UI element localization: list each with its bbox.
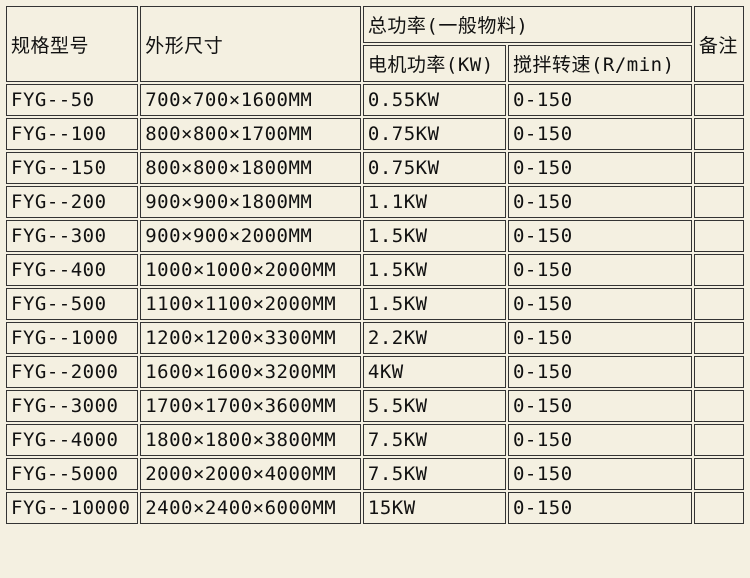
- table-row: FYG--20001600×1600×3200MM4KW0-150: [6, 356, 744, 388]
- cell-power: 2.2KW: [363, 322, 506, 354]
- table-row: FYG--100800×800×1700MM0.75KW0-150: [6, 118, 744, 150]
- cell-dim: 1800×1800×3800MM: [140, 424, 361, 456]
- cell-dim: 1000×1000×2000MM: [140, 254, 361, 286]
- spec-table: 规格型号 外形尺寸 总功率(一般物料) 备注 电机功率(KW) 搅拌转速(R/m…: [4, 4, 746, 526]
- cell-model: FYG--100: [6, 118, 138, 150]
- cell-speed: 0-150: [508, 390, 692, 422]
- table-header: 规格型号 外形尺寸 总功率(一般物料) 备注 电机功率(KW) 搅拌转速(R/m…: [6, 6, 744, 82]
- cell-speed: 0-150: [508, 492, 692, 524]
- cell-dim: 700×700×1600MM: [140, 84, 361, 116]
- cell-dim: 1100×1100×2000MM: [140, 288, 361, 320]
- col-header-power: 电机功率(KW): [363, 45, 506, 82]
- cell-power: 15KW: [363, 492, 506, 524]
- cell-model: FYG--4000: [6, 424, 138, 456]
- cell-model: FYG--150: [6, 152, 138, 184]
- cell-power: 0.75KW: [363, 152, 506, 184]
- cell-dim: 2000×2000×4000MM: [140, 458, 361, 490]
- cell-model: FYG--50: [6, 84, 138, 116]
- cell-power: 4KW: [363, 356, 506, 388]
- col-header-speed: 搅拌转速(R/min): [508, 45, 692, 82]
- table-row: FYG--50700×700×1600MM0.55KW0-150: [6, 84, 744, 116]
- cell-note: [694, 220, 744, 252]
- table-body: FYG--50700×700×1600MM0.55KW0-150FYG--100…: [6, 84, 744, 524]
- cell-note: [694, 322, 744, 354]
- cell-power: 1.5KW: [363, 288, 506, 320]
- cell-speed: 0-150: [508, 186, 692, 218]
- table-row: FYG--200900×900×1800MM1.1KW0-150: [6, 186, 744, 218]
- cell-speed: 0-150: [508, 84, 692, 116]
- table-row: FYG--5001100×1100×2000MM1.5KW0-150: [6, 288, 744, 320]
- col-header-dim: 外形尺寸: [140, 6, 361, 82]
- cell-dim: 1200×1200×3300MM: [140, 322, 361, 354]
- cell-power: 1.5KW: [363, 254, 506, 286]
- cell-model: FYG--400: [6, 254, 138, 286]
- cell-power: 1.1KW: [363, 186, 506, 218]
- cell-dim: 1600×1600×3200MM: [140, 356, 361, 388]
- cell-model: FYG--5000: [6, 458, 138, 490]
- cell-power: 1.5KW: [363, 220, 506, 252]
- table-row: FYG--300900×900×2000MM1.5KW0-150: [6, 220, 744, 252]
- cell-model: FYG--2000: [6, 356, 138, 388]
- col-header-group: 总功率(一般物料): [363, 6, 692, 43]
- cell-note: [694, 492, 744, 524]
- cell-power: 7.5KW: [363, 458, 506, 490]
- table-row: FYG--10001200×1200×3300MM2.2KW0-150: [6, 322, 744, 354]
- cell-dim: 900×900×1800MM: [140, 186, 361, 218]
- cell-note: [694, 356, 744, 388]
- cell-speed: 0-150: [508, 322, 692, 354]
- cell-power: 7.5KW: [363, 424, 506, 456]
- cell-model: FYG--500: [6, 288, 138, 320]
- cell-power: 5.5KW: [363, 390, 506, 422]
- cell-note: [694, 152, 744, 184]
- cell-note: [694, 254, 744, 286]
- table-row: FYG--30001700×1700×3600MM5.5KW0-150: [6, 390, 744, 422]
- table-row: FYG--50002000×2000×4000MM7.5KW0-150: [6, 458, 744, 490]
- cell-note: [694, 118, 744, 150]
- cell-speed: 0-150: [508, 254, 692, 286]
- cell-note: [694, 186, 744, 218]
- cell-model: FYG--1000: [6, 322, 138, 354]
- cell-speed: 0-150: [508, 356, 692, 388]
- cell-note: [694, 84, 744, 116]
- cell-dim: 800×800×1700MM: [140, 118, 361, 150]
- cell-dim: 2400×2400×6000MM: [140, 492, 361, 524]
- cell-power: 0.55KW: [363, 84, 506, 116]
- col-header-model: 规格型号: [6, 6, 138, 82]
- cell-dim: 1700×1700×3600MM: [140, 390, 361, 422]
- cell-model: FYG--3000: [6, 390, 138, 422]
- header-row-1: 规格型号 外形尺寸 总功率(一般物料) 备注: [6, 6, 744, 43]
- cell-model: FYG--10000: [6, 492, 138, 524]
- table-row: FYG--150800×800×1800MM0.75KW0-150: [6, 152, 744, 184]
- cell-dim: 800×800×1800MM: [140, 152, 361, 184]
- table-row: FYG--40001800×1800×3800MM7.5KW0-150: [6, 424, 744, 456]
- cell-speed: 0-150: [508, 424, 692, 456]
- cell-speed: 0-150: [508, 288, 692, 320]
- cell-note: [694, 458, 744, 490]
- table-row: FYG--4001000×1000×2000MM1.5KW0-150: [6, 254, 744, 286]
- cell-model: FYG--300: [6, 220, 138, 252]
- cell-power: 0.75KW: [363, 118, 506, 150]
- cell-note: [694, 424, 744, 456]
- cell-speed: 0-150: [508, 220, 692, 252]
- table-row: FYG--100002400×2400×6000MM15KW0-150: [6, 492, 744, 524]
- cell-speed: 0-150: [508, 118, 692, 150]
- cell-model: FYG--200: [6, 186, 138, 218]
- cell-note: [694, 390, 744, 422]
- cell-speed: 0-150: [508, 458, 692, 490]
- cell-note: [694, 288, 744, 320]
- cell-dim: 900×900×2000MM: [140, 220, 361, 252]
- cell-speed: 0-150: [508, 152, 692, 184]
- col-header-note: 备注: [694, 6, 744, 82]
